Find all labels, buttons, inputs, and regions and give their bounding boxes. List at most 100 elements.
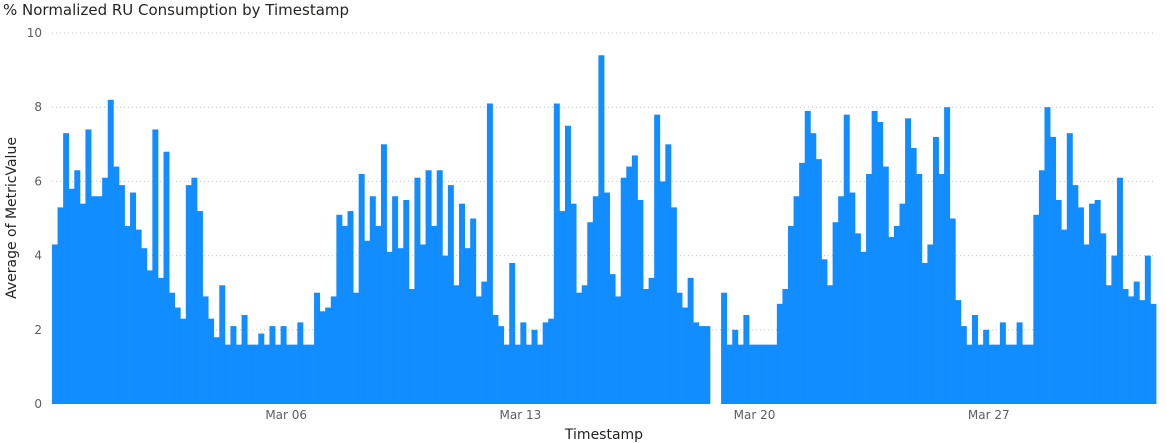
bar — [693, 322, 700, 404]
bar — [944, 107, 951, 404]
bar — [196, 211, 203, 404]
bar — [754, 344, 761, 404]
bar — [85, 129, 92, 404]
bar — [191, 177, 198, 404]
bar — [1022, 344, 1029, 404]
bar — [564, 125, 571, 404]
y-axis-title: Average of MetricValue — [4, 137, 20, 299]
bar — [676, 292, 683, 404]
bar — [972, 314, 978, 404]
bar — [459, 203, 466, 404]
bar — [397, 248, 404, 404]
bar — [960, 326, 967, 404]
bar — [854, 233, 861, 404]
bar — [994, 344, 1001, 404]
bar — [174, 307, 181, 404]
bar — [369, 196, 376, 404]
bar — [375, 225, 382, 404]
bar — [514, 344, 521, 404]
bar — [247, 344, 254, 404]
bar — [793, 196, 800, 404]
bar — [849, 192, 856, 404]
bar — [1005, 344, 1012, 404]
bar — [96, 196, 103, 404]
bar — [548, 318, 555, 404]
bar — [258, 333, 265, 404]
bar — [882, 166, 889, 404]
bar — [341, 225, 348, 404]
bar — [380, 144, 387, 405]
y-tick-label: 2 — [34, 323, 42, 337]
bar — [910, 148, 917, 404]
bar — [330, 296, 337, 404]
bar — [364, 240, 371, 404]
bar — [799, 162, 806, 404]
bar — [966, 344, 973, 404]
bar — [202, 296, 209, 404]
bar — [615, 296, 622, 404]
bar — [269, 326, 276, 404]
bar — [470, 218, 477, 404]
bar — [236, 344, 242, 404]
bar — [1128, 296, 1135, 404]
bar — [760, 344, 767, 404]
bar — [241, 314, 248, 404]
bar — [771, 344, 778, 404]
bar — [866, 173, 873, 404]
bar — [637, 199, 644, 404]
bar — [302, 344, 309, 404]
bar — [118, 185, 125, 404]
bar — [113, 166, 120, 404]
bar — [687, 277, 694, 404]
bar — [776, 303, 783, 404]
bar — [392, 196, 399, 404]
bar — [726, 344, 733, 404]
bar — [453, 285, 460, 404]
bar — [804, 110, 811, 404]
bar — [420, 244, 426, 404]
bar — [1133, 281, 1140, 404]
bar — [492, 314, 499, 404]
bar — [860, 251, 867, 404]
bar — [1139, 300, 1146, 404]
bar — [280, 326, 287, 404]
bar — [464, 248, 471, 404]
bar — [704, 326, 711, 404]
bar — [185, 185, 192, 404]
bar — [347, 211, 354, 404]
bar — [559, 211, 566, 404]
bar — [537, 344, 544, 404]
bar — [152, 129, 159, 404]
bar — [576, 292, 583, 404]
bar — [732, 329, 739, 404]
bar — [654, 114, 661, 405]
bar — [481, 281, 488, 404]
bar — [598, 55, 605, 404]
bar — [475, 296, 482, 404]
bar — [1100, 233, 1107, 404]
bar — [169, 292, 176, 404]
bar — [1072, 185, 1079, 404]
bar — [219, 285, 226, 404]
bar — [916, 173, 923, 404]
bar — [748, 344, 755, 404]
bar — [888, 237, 895, 404]
bar — [1016, 322, 1023, 404]
bar — [135, 229, 142, 404]
bar — [442, 255, 449, 404]
bar — [1055, 199, 1062, 404]
bar — [1105, 285, 1112, 404]
bar — [737, 344, 744, 404]
bar — [57, 207, 64, 404]
bar — [224, 344, 231, 404]
bar — [1111, 255, 1118, 404]
bar — [102, 177, 109, 404]
bar — [581, 285, 588, 404]
y-tick-label: 8 — [34, 100, 42, 114]
bar — [1066, 133, 1073, 405]
bar — [921, 263, 928, 404]
bar — [336, 214, 343, 404]
bar — [1027, 344, 1034, 404]
bar — [386, 251, 393, 404]
